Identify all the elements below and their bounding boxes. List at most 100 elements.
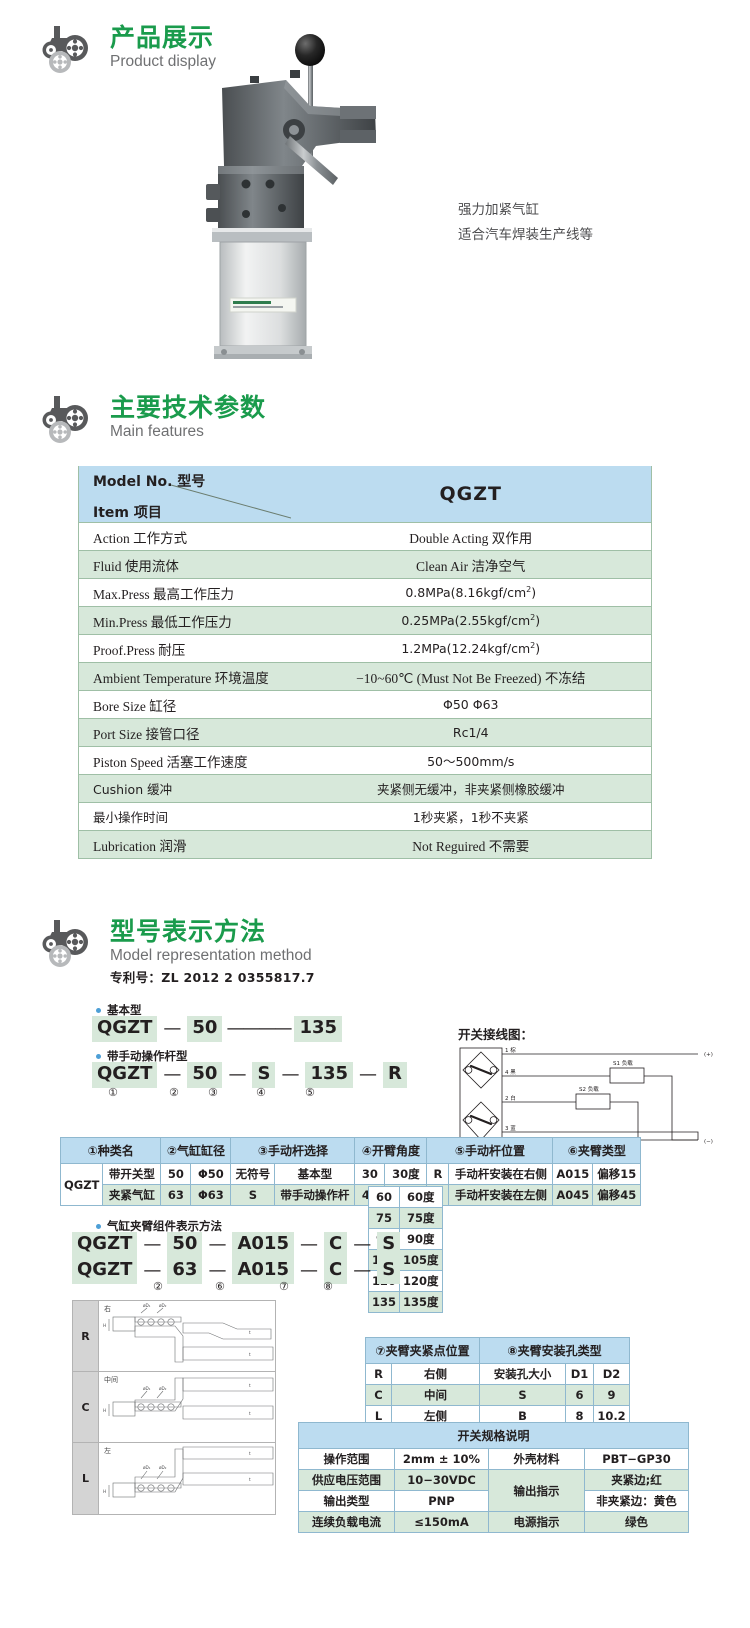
- drawing-body-c: 中间 øD₁ øD₂ H t t: [99, 1372, 275, 1442]
- col-header-bore: ②气缸缸径: [160, 1137, 232, 1164]
- hole-label-d2: øD₂: [159, 1303, 167, 1308]
- svg-text:t: t: [249, 1451, 251, 1456]
- wire-label: 2 白: [505, 1094, 516, 1102]
- table-row: Action 工作方式 Double Acting 双作用: [78, 522, 652, 551]
- angle-value: 120度: [399, 1270, 443, 1292]
- spec-item-value: 0.8MPa(8.16kgf/cm2): [290, 578, 652, 607]
- code-part-angle: 135: [305, 1062, 354, 1088]
- table-row: Lubrication 润滑 Not Reguired 不需要: [78, 830, 652, 859]
- tractor-gear-logo-icon: [34, 22, 98, 78]
- hole-d1-value: 6: [565, 1384, 594, 1406]
- assembly-code-row-2: QGZT — 63 — A015 — C — S: [72, 1258, 401, 1284]
- table-row: 135 135度: [367, 1291, 443, 1313]
- angle-value: 75度: [399, 1207, 443, 1229]
- table-row: Min.Press 最低工作压力 0.25MPa(2.55kgf/cm2): [78, 606, 652, 635]
- hole-label-d2: øD₂: [159, 1386, 167, 1391]
- height-label: H: [103, 1408, 106, 1413]
- angle-value: 90度: [399, 1228, 443, 1250]
- hole-label-d1: øD₁: [143, 1303, 151, 1308]
- clamp-arm-drawing-l: øD₁ øD₂ H t t: [103, 1446, 274, 1498]
- table-header-row: ①种类名 ②气缸缸径 ③手动杆选择 ④开臂角度 ⑤手动杆位置 ⑥夹臂类型: [59, 1137, 642, 1164]
- code-dash: —: [281, 1064, 300, 1086]
- height-label: H: [103, 1489, 106, 1494]
- manual-type-label-row: 带手动操作杆型: [96, 1048, 188, 1064]
- switch-specification-table: 开关规格说明 操作范围 2mm ± 10% 外壳材料 PBT−GP30 供应电压…: [298, 1422, 689, 1533]
- code-part-lever: S: [252, 1062, 276, 1088]
- manual-type-code: QGZT — 50 — S — 135 — R: [92, 1062, 407, 1088]
- wire-label: 4 黑: [505, 1069, 516, 1076]
- tractor-gear-logo-icon: [34, 916, 98, 972]
- clamp-point-code: C: [365, 1384, 392, 1406]
- assembly-code-circle-numbers: ② ⑥ ⑦ ⑧: [72, 1280, 342, 1294]
- spec-item-label: Proof.Press 耐压: [78, 634, 291, 663]
- switch-spec-label-2: 电源指示: [488, 1511, 585, 1533]
- circle-number: ④: [256, 1086, 266, 1099]
- hole-d2-header: D2: [593, 1363, 630, 1385]
- code-dash: —: [143, 1260, 162, 1282]
- switch-spec-label: 操作范围: [298, 1448, 395, 1470]
- bore-value: Φ63: [190, 1184, 232, 1206]
- assembly-label-row: 气缸夹臂组件表示方法: [96, 1218, 222, 1234]
- table-row: 最小操作时间 1秒夹紧，1秒不夹紧: [78, 802, 652, 831]
- section-title-cn: 型号表示方法: [110, 917, 267, 946]
- drawing-row-c: C 中间 øD₁ øD₂ H t: [73, 1372, 275, 1443]
- drawing-side-label: 中间: [104, 1376, 118, 1384]
- code-part-clamp-point: C: [323, 1232, 348, 1258]
- bore-code: 63: [160, 1184, 192, 1206]
- basic-type-code: QGZT — 50 ———— 135: [92, 1016, 343, 1042]
- spec-item-label: 最小操作时间: [78, 802, 291, 831]
- circle-number: ②: [153, 1280, 163, 1293]
- angle-value: 135度: [399, 1291, 443, 1313]
- code-part-bore: 63: [167, 1258, 203, 1284]
- load-label: S2 负载: [579, 1085, 599, 1093]
- lever-pos-value: 手动杆安装在左侧: [448, 1184, 554, 1206]
- hole-d2-value: 9: [593, 1384, 630, 1406]
- switch-spec-value-2: 夹紧边;红: [584, 1469, 689, 1491]
- spec-header-model-value: QGZT: [290, 466, 652, 523]
- angle-value: 30度: [384, 1163, 428, 1185]
- angle-code: 60: [367, 1186, 401, 1208]
- spec-item-label: Bore Size 缸径: [78, 690, 291, 719]
- table-row: Ambient Temperature 环境温度 −10~60℃ (Must N…: [78, 662, 652, 691]
- code-long-dash: ————: [226, 1018, 292, 1040]
- table-row: Piston Speed 活塞工作速度 50～500mm/s: [78, 746, 652, 775]
- col-header-clamp-point: ⑦夹臂夹紧点位置: [365, 1337, 480, 1364]
- code-dash: —: [208, 1260, 227, 1282]
- code-dash: —: [299, 1234, 318, 1256]
- switch-spec-value: PNP: [394, 1490, 489, 1512]
- code-part-bore: 50: [167, 1232, 203, 1258]
- code-part-series: QGZT: [92, 1016, 158, 1042]
- col-header-hole-type: ⑧夹臂安装孔类型: [479, 1337, 630, 1364]
- hole-label-d1: øD₁: [143, 1465, 151, 1470]
- table-row: 75 75度: [367, 1207, 443, 1229]
- bullet-dot-icon: [96, 1053, 101, 1059]
- circle-number: ①: [108, 1086, 118, 1099]
- drawing-row-l: L 左 øD₁ øD₂ H t t: [73, 1443, 275, 1514]
- code-dash: —: [353, 1260, 372, 1282]
- assembly-code-row-1: QGZT — 50 — A015 — C — S: [72, 1232, 401, 1258]
- angle-value: 105度: [399, 1249, 443, 1271]
- svg-text:t: t: [249, 1330, 251, 1335]
- svg-text:t: t: [249, 1477, 251, 1482]
- circle-number: ⑤: [305, 1086, 315, 1099]
- wire-label: 1 棕: [505, 1046, 516, 1054]
- table-row: R 右侧 安装孔大小 D1 D2: [365, 1363, 630, 1385]
- code-dash: —: [353, 1234, 372, 1256]
- code-dash: —: [163, 1064, 182, 1086]
- switch-spec-value-2: 非夹紧边：黄色: [584, 1490, 689, 1512]
- arm-type-code: A045: [552, 1184, 594, 1206]
- section-header-main-features: 主要技术参数 Main features: [34, 392, 266, 448]
- load-label: S1 负载: [613, 1059, 633, 1067]
- spec-item-label: Min.Press 最低工作压力: [78, 606, 291, 635]
- switch-spec-value-2: 绿色: [584, 1511, 689, 1533]
- drawing-key-r: R: [73, 1301, 99, 1371]
- height-label: H: [103, 1323, 106, 1328]
- switch-spec-value: 2mm ± 10%: [394, 1448, 489, 1470]
- hole-label-d1: øD₁: [143, 1386, 151, 1391]
- table-row: Cushion 缓冲 夹紧侧无缓冲，非夹紧侧橡胶缓冲: [78, 774, 652, 803]
- circle-number: ⑦: [279, 1280, 289, 1293]
- table-row: QGZT 带开关型 50 Φ50 无符号 基本型 30 30度 R 手动杆安装在…: [59, 1163, 642, 1206]
- circle-number: ⑥: [215, 1280, 225, 1293]
- clamp-arm-drawing-r: øD₁ øD₂ H t t: [103, 1303, 274, 1363]
- spec-item-label: Action 工作方式: [78, 522, 291, 551]
